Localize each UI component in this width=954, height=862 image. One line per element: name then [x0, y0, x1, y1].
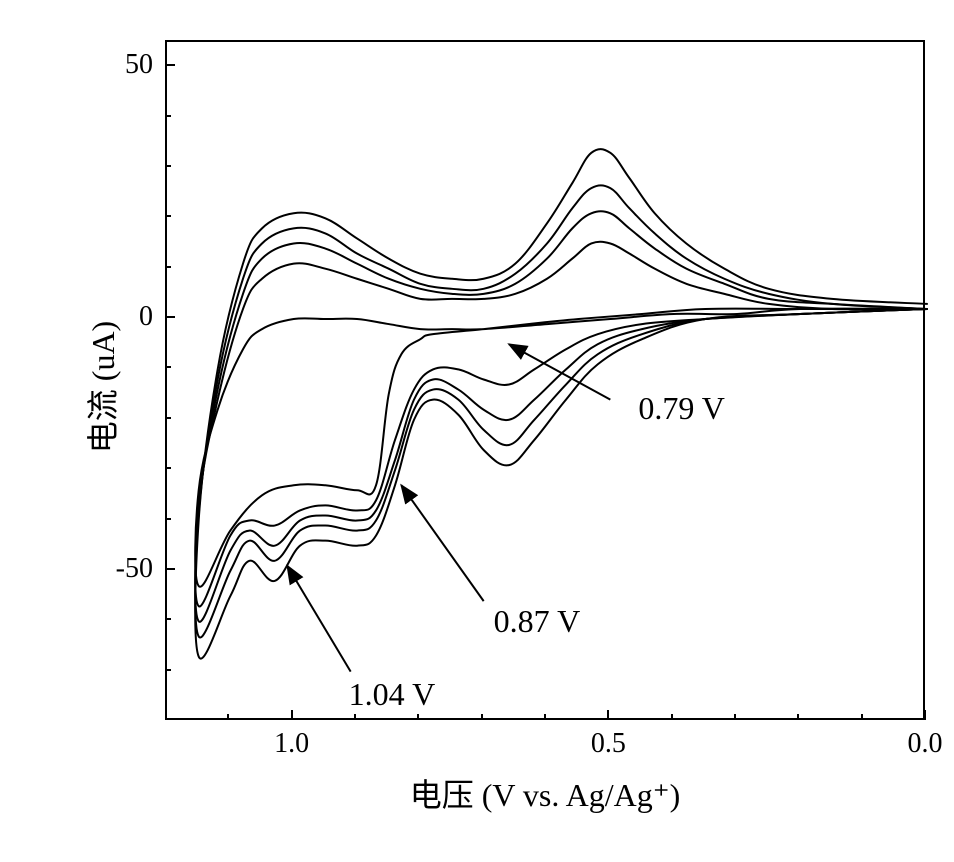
tick — [797, 714, 799, 720]
tick — [291, 710, 293, 720]
x-axis-label: 电压 (V vs. Ag/Ag⁺) — [410, 770, 681, 816]
tick-label: 0 — [139, 301, 153, 333]
tick — [165, 669, 171, 671]
tick — [734, 714, 736, 720]
annotation-label: 1.04 V — [349, 676, 436, 713]
tick — [165, 518, 171, 520]
tick — [165, 115, 171, 117]
cv-cycle — [195, 211, 927, 622]
cv-cycle — [195, 185, 927, 637]
tick — [165, 568, 175, 570]
annotation-arrow — [287, 566, 350, 672]
annotation-arrow — [401, 485, 483, 601]
tick — [165, 417, 171, 419]
tick — [481, 714, 483, 720]
tick — [165, 64, 175, 66]
tick-label: 0.5 — [591, 728, 626, 760]
annotation-label: 0.87 V — [494, 603, 581, 640]
y-axis-label: 电流 (uA) — [78, 321, 124, 453]
tick — [165, 165, 171, 167]
tick — [165, 266, 171, 268]
tick-label: 1.0 — [274, 728, 309, 760]
tick — [924, 710, 926, 720]
tick — [607, 710, 609, 720]
tick — [165, 366, 171, 368]
tick — [861, 714, 863, 720]
annotation-label: 0.79 V — [638, 390, 725, 427]
tick — [165, 618, 171, 620]
tick — [544, 714, 546, 720]
tick-label: 50 — [125, 49, 153, 81]
tick — [165, 215, 171, 217]
tick-label: 0.0 — [908, 728, 943, 760]
cv-cycle — [195, 309, 927, 587]
tick — [227, 714, 229, 720]
tick — [417, 714, 419, 720]
tick — [354, 714, 356, 720]
tick — [165, 316, 175, 318]
tick — [165, 467, 171, 469]
cv-figure: 1.0 0.5 0.0 -50 0 50 电压 (V vs. Ag/Ag⁺) 电流 (uA) 0… — [0, 0, 954, 862]
tick-label: -50 — [116, 553, 153, 585]
tick — [671, 714, 673, 720]
